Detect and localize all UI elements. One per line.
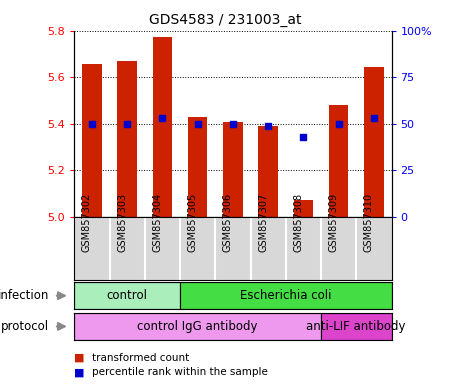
Point (370, 115, 378, 121)
Bar (188, 117, 207, 217)
Bar (294, 200, 313, 217)
Text: GSM857307: GSM857307 (258, 192, 268, 252)
Text: GSM857302: GSM857302 (82, 192, 92, 252)
Point (88, 121, 95, 127)
Point (159, 115, 166, 121)
Bar (117, 61, 137, 217)
Bar (153, 36, 172, 217)
Bar (258, 126, 278, 217)
Text: Escherichia coli: Escherichia coli (240, 289, 332, 302)
Bar (82, 65, 102, 217)
Point (194, 121, 201, 127)
Text: ■: ■ (74, 353, 85, 363)
Point (335, 121, 342, 127)
Bar (180, 282, 392, 309)
Text: GSM857308: GSM857308 (293, 192, 303, 252)
Text: GSM857303: GSM857303 (117, 192, 127, 252)
Text: control: control (107, 289, 148, 302)
Text: GSM857310: GSM857310 (364, 192, 374, 252)
Text: control IgG antibody: control IgG antibody (137, 320, 258, 333)
Point (123, 121, 130, 127)
Text: percentile rank within the sample: percentile rank within the sample (92, 367, 268, 377)
Text: transformed count: transformed count (92, 353, 189, 363)
Point (265, 122, 272, 129)
Bar (223, 121, 243, 217)
Text: protocol: protocol (1, 320, 50, 333)
Bar (364, 67, 383, 217)
Text: anti-LIF antibody: anti-LIF antibody (306, 320, 406, 333)
Bar (74, 313, 321, 340)
Text: infection: infection (0, 289, 50, 302)
Point (300, 134, 307, 140)
Text: GSM857304: GSM857304 (153, 192, 162, 252)
Bar (321, 313, 392, 340)
Bar (74, 282, 180, 309)
Bar (329, 105, 348, 217)
Point (229, 121, 237, 127)
Text: GDS4583 / 231003_at: GDS4583 / 231003_at (149, 13, 301, 27)
Text: ■: ■ (74, 367, 85, 377)
Text: GSM857309: GSM857309 (328, 192, 338, 252)
Text: GSM857306: GSM857306 (223, 192, 233, 252)
Text: GSM857305: GSM857305 (188, 192, 198, 252)
